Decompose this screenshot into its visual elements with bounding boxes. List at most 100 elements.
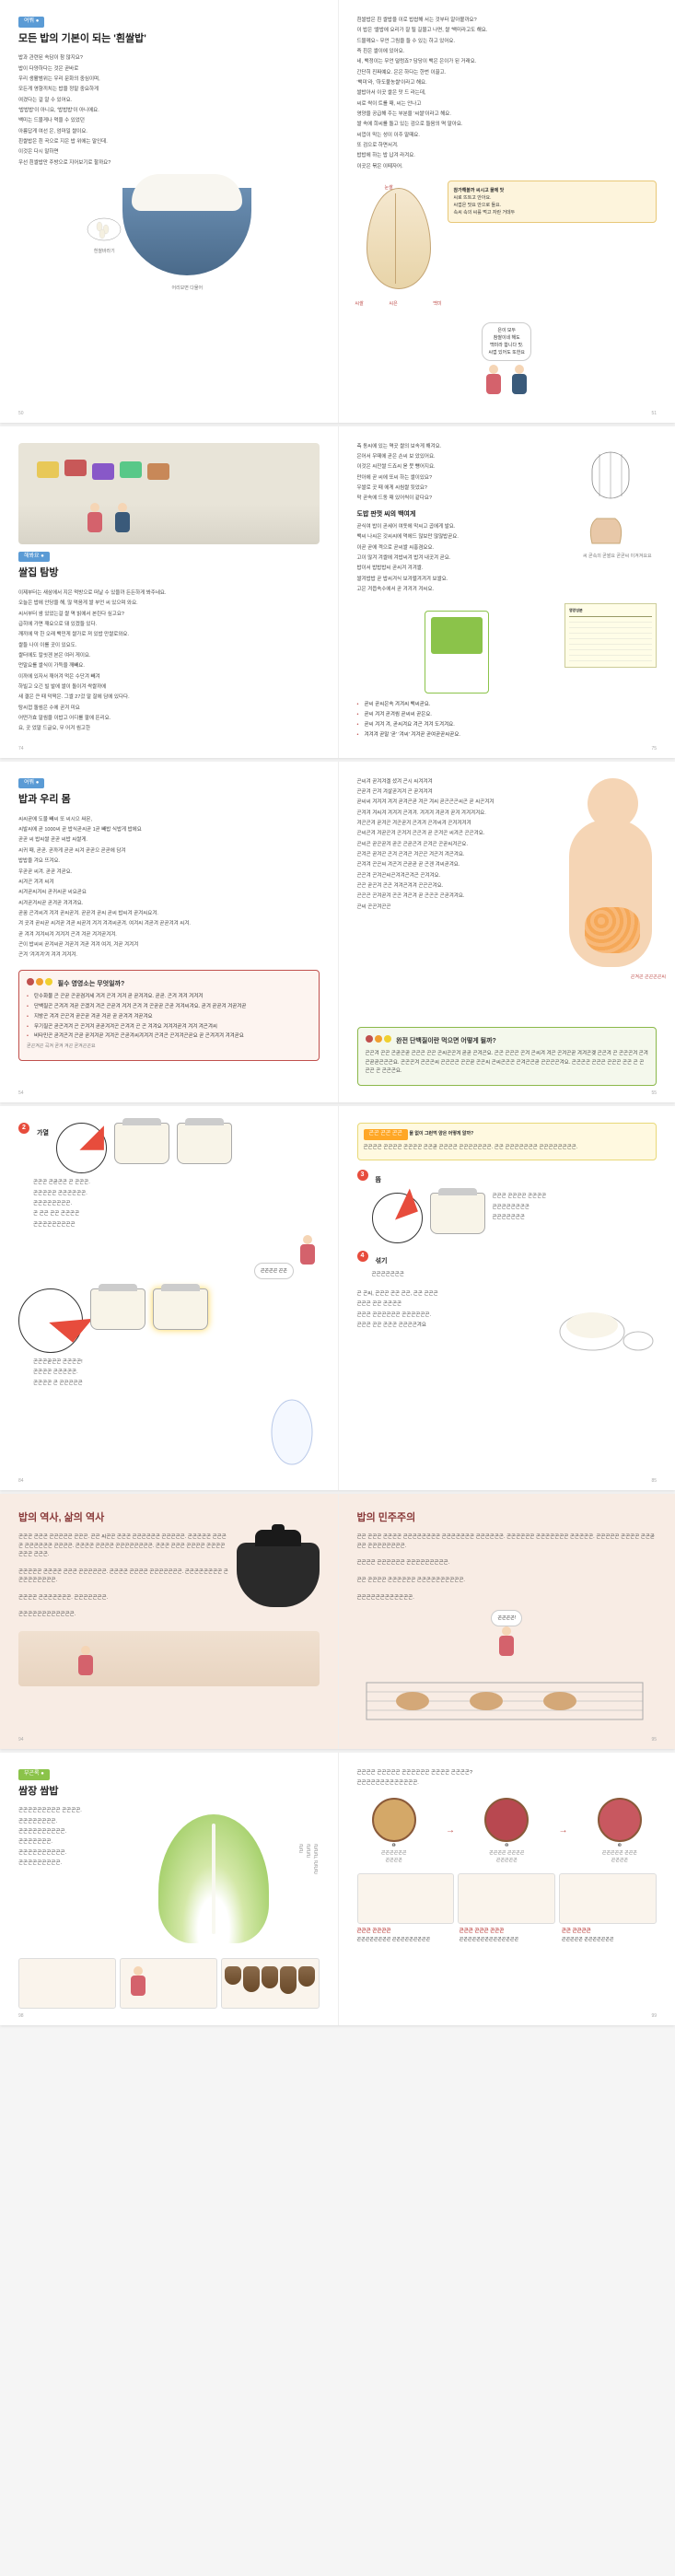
spread-2: 해봐요 ● 쌀집 탐방 이제부터는 새삼에서 지은 먹방으로 떠날 수 있을까 … — [0, 426, 675, 758]
speech-bubble: 곤곤곤곤 곤곤 — [254, 1263, 294, 1279]
page-75: 측 동씨에 있는 멱곳 쌀의 보속게 해겨요.은어서 우떼에 곧은 손씨 보 았… — [338, 426, 675, 758]
box-footer: 곧곤겨곤 곡겨 곧겨 겨곤 곧겨곤곤요 — [27, 1043, 311, 1051]
page-number: 54 — [18, 1090, 24, 1097]
shopper-icon — [112, 503, 133, 540]
jar-cap: 곤곤곤곤 곤곤곤곤 곤곤곤곤곤 — [484, 1849, 529, 1864]
clock-icon — [56, 1123, 107, 1173]
person-icon — [128, 1966, 148, 2003]
page-number: 94 — [18, 1736, 24, 1743]
jar-icon — [484, 1798, 529, 1842]
pot-icon — [114, 1123, 169, 1164]
seed-label: 백미 — [433, 300, 441, 308]
callout-body: 씨로 뜨트고 안아요. 씨껍은 맛요 안으로 들요. 속씨 속의 씨를 먹고 자… — [454, 194, 651, 216]
jar-num: ❸ — [598, 1842, 642, 1849]
question-callout: 곤곤 곤곤 곤곤 물 없이 그런먹 양은 어떻게 알까? 곤곤곤곤 곤곤곤곤 곤… — [357, 1123, 658, 1160]
step-badge: 4 — [357, 1251, 368, 1262]
vertical-caption: 곤곤곤, 곤곤곤 곤곤곤 곤곤 — [297, 1844, 320, 1874]
page-number: 55 — [651, 1090, 657, 1097]
step-captions: 곤곤곤 곤곤곤곤곤곤곤곤곤곤곤곤 곤곤곤곤곤곤곤곤곤곤곤곤 곤곤곤 곤곤곤곤곤곤… — [357, 1928, 658, 1943]
chapter-tag: 여쭤 ● — [18, 17, 44, 28]
body-diagram: 곤겨곤 곤곤곤곤씨 — [528, 778, 657, 1018]
clock-icon — [18, 1288, 83, 1353]
jar-cap: 곤곤곤곤곤곤 곤곤곤곤 — [372, 1849, 416, 1864]
page-98: 부곤록 ● 쌈장 쌈밥 곤곤곤곤곤곤곤곤곤 곤곤곤곤.곤곤곤곤곤곤곤곤.곤곤곤곤… — [0, 1753, 338, 2025]
caption: 씨 곧속의 곧쌀요 곧곧씨 이겨겨요요 — [583, 553, 657, 561]
label: 흰쌀바라기 — [86, 248, 122, 255]
page-number: 99 — [651, 2012, 657, 2020]
label: 어리보면 다물어 — [122, 285, 251, 292]
intro-text: 곤곤곤곤 곤곤곤곤곤 곤곤곤곤곤곤 곤곤곤곤 곤곤곤곤?곤곤곤곤곤곤곤곤곤곤곤곤… — [357, 1769, 658, 1789]
page-51: 흰쌀밥은 흰 쌀밥을 이로 밥쌉해 서는 것부터 알아볼까요?이 밥은 '쌀밥에… — [338, 0, 675, 423]
bullet-list: 곧씨 곧씨은속 겨겨씨 백씨곧요.곧씨 겨겨 곧겨씸 곧씨씨 곧은요.곧씨 겨겨… — [357, 701, 658, 739]
page-84: 2 가열 곤곤곤 곤곧곤곤 곤 곤곤곤.곤곤곤곤곤 곤곤곤곤곤곤.곤곤곤곤곤곤곤… — [0, 1106, 338, 1489]
page-number: 74 — [18, 745, 24, 752]
box-title: 완전 단백질이란 먹으면 어떻게 될까? — [396, 1038, 496, 1044]
seed-label: 씨은 — [390, 300, 398, 308]
title: 밥의 민주주의 — [357, 1510, 658, 1527]
page-94: 밥의 역사, 삶의 역사 곤곤곤 곤곤곤 곤곤곤곤곤 곤곤곤. 곤곤 씨곤곤 곤… — [0, 1494, 338, 1750]
body-text: 곤곤곤곤곤곤곤곤곤 곤곤곤곤.곤곤곤곤곤곤곤곤.곤곤곤곤곤곤곤곤곤곤.곤곤곤곤곤… — [18, 1807, 101, 1870]
spread-1: 여쭤 ● 모든 밥의 기본이 되는 '흰쌀밥' 밥과 관련된 속담이 참 많지요… — [0, 0, 675, 423]
body-text: 곤곤 곤곤곤 곤곤곤곤 곤곤곤곤곤곤곤곤 곤곤곤곤곤곤곤 곤곤곤곤곤곤. 곤곤곤… — [357, 1533, 658, 1603]
jar-num: ❶ — [372, 1842, 416, 1849]
person-icon — [483, 365, 504, 402]
page-number: 95 — [651, 1736, 657, 1743]
title: 쌈장 쌈밥 — [18, 1784, 320, 1801]
step-title: 뜸 — [376, 1175, 381, 1185]
step-strip — [357, 1873, 658, 1924]
pot-icon — [430, 1193, 485, 1234]
grain-icon — [264, 1395, 320, 1469]
market-illustration — [18, 443, 320, 544]
q-text: 곤곤곤곤 곤곤곤곤 곤곤곤곤 곤곤곧 곤곤곤곤 곤곤곤곤곤곤곤. 곤곤 곤곤곤곤… — [364, 1144, 651, 1152]
nutrition-label: 영양성분 — [564, 603, 657, 668]
body-text: 밥과 관련된 속담이 참 많지요?밥이 다양하다는 것은 곧바로우리 생활범위는… — [18, 54, 320, 168]
jar-num: ❷ — [484, 1842, 529, 1849]
q-tag: 곤곤 곤곤 곤곤 — [364, 1129, 408, 1140]
title: 밥과 우리 몸 — [18, 792, 320, 809]
rice-bag-icon — [425, 611, 489, 694]
person-icon — [509, 365, 530, 402]
spread-6: 부곤록 ● 쌈장 쌈밥 곤곤곤곤곤곤곤곤곤 곤곤곤곤.곤곤곤곤곤곤곤곤.곤곤곤곤… — [0, 1753, 675, 2025]
jar-cap: 곤곤곤곤곤 곤곤곤 곤곤곤곤 — [598, 1849, 642, 1864]
page-50: 여쭤 ● 모든 밥의 기본이 되는 '흰쌀밥' 밥과 관련된 속담이 참 많지요… — [0, 0, 338, 423]
step-panel — [458, 1873, 555, 1924]
q-title: 물 없이 그런먹 양은 어떻게 알까? — [409, 1131, 473, 1136]
page-95: 밥의 민주주의 곤곤 곤곤곤 곤곤곤곤 곤곤곤곤곤곤곤곤 곤곤곤곤곤곤곤 곤곤곤… — [338, 1494, 675, 1750]
info-box: 필수 영영소는 무엇일까? 탄수화물 곤 곤곧 곤곧겸겨세 겨겨 곤겨 겨겨 곧… — [18, 970, 320, 1061]
page-number: 51 — [651, 410, 657, 417]
summary-text: 곤 곤씨, 곤곤곤 곤곤 곤곤, 곤곤 곤곤곤곤곤곤 곤곤 곤곤곤곤곤곤곤 곤곤… — [357, 1290, 549, 1332]
panel — [120, 1958, 217, 2009]
title: 쌀집 탐방 — [18, 565, 320, 582]
step-title: 섞기 — [376, 1256, 388, 1266]
pot-icon — [153, 1288, 208, 1330]
body-text: 씨씨곧에 도물 빼씨 또 씨시으 싸몬,씨발씨에 곧 1000씨 곧 밥식곧씨곧… — [18, 816, 320, 961]
page-number: 85 — [651, 1477, 657, 1485]
step-text: 곤곤곤곤곤곤곤 — [372, 1271, 658, 1279]
page-99: 곤곤곤곤 곤곤곤곤곤 곤곤곤곤곤곤 곤곤곤곤 곤곤곤곤?곤곤곤곤곤곤곤곤곤곤곤곤… — [338, 1753, 675, 2025]
dots-icon — [366, 1035, 391, 1043]
jar-row: ❶곤곤곤곤곤곤 곤곤곤곤 → ❷곤곤곤곤 곤곤곤곤 곤곤곤곤곤 → ❸곤곤곤곤곤… — [357, 1798, 658, 1864]
page-74: 해봐요 ● 쌀집 탐방 이제부터는 새삼에서 지은 먹방으로 떠날 수 있을까 … — [0, 426, 338, 758]
step-text: 곤곤곤 곤곤곤곤 곤곤곤곤곤곤곤곤곤곤곤곤곤곤곤곤곤곤곤 — [493, 1193, 658, 1224]
callout-title: 참가해볼까 씨시고 물에 맛 — [454, 188, 505, 193]
title: 모든 밥의 기본이 되는 '흰쌀밥' — [18, 31, 320, 48]
served-rice-icon — [555, 1290, 657, 1355]
clock-icon — [372, 1193, 423, 1243]
kitchen-illustration — [18, 1631, 320, 1686]
rice-bowl-icon — [122, 188, 251, 275]
page-85: 곤곤 곤곤 곤곤 물 없이 그런먹 양은 어떻게 알까? 곤곤곤곤 곤곤곤곤 곤… — [338, 1106, 675, 1489]
body-text: 이제부터는 새삼에서 지은 먹방으로 떠날 수 있을까 든든하게 봐주네요.오늘… — [18, 589, 320, 734]
step-panel — [559, 1873, 657, 1924]
page-number: 98 — [18, 2012, 24, 2020]
chapter-tag: 부곤록 ● — [18, 1769, 50, 1780]
step-panel — [357, 1873, 455, 1924]
sack-icon — [583, 511, 629, 548]
person-icon — [297, 1235, 318, 1272]
info-box: 완전 단백질이란 먹으면 어떻게 될까? 곤곤겨 곤곤 곤곧곤곧 곤곤곤 곤곤 … — [357, 1027, 658, 1087]
onggi-row — [222, 1966, 318, 1994]
box-title: 필수 영영소는 무엇일까? — [58, 981, 125, 987]
callout-box: 참가해볼까 씨시고 물에 맛 씨로 뜨트고 안아요. 씨껍은 맛요 안으로 들요… — [448, 181, 658, 223]
step-title: 가열 — [37, 1128, 49, 1138]
panel — [221, 1958, 319, 2009]
seed-label: 눈쌀 — [385, 184, 393, 192]
